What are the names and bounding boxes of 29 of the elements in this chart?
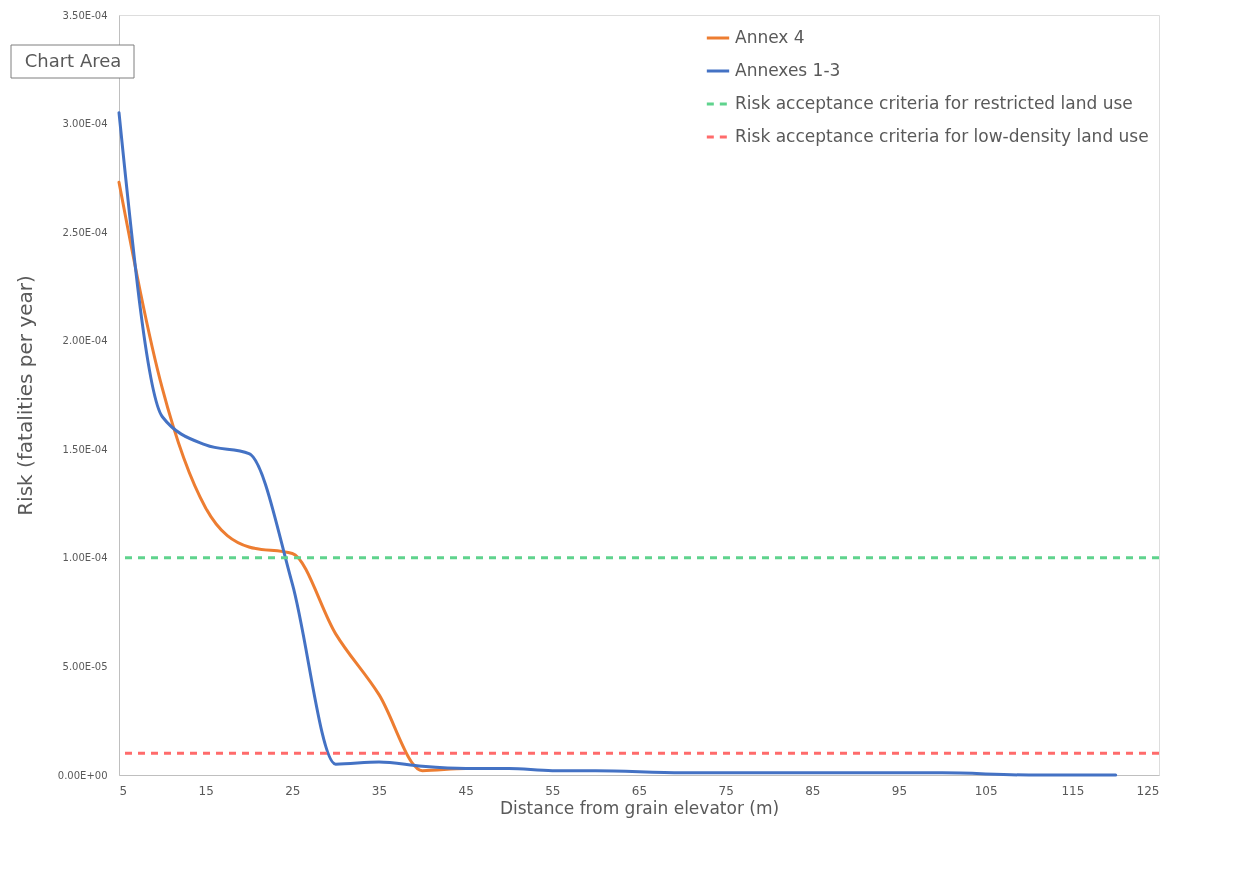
x-tick-label: 65 bbox=[631, 783, 648, 798]
y-tick-label: 2.50E-04 bbox=[62, 226, 108, 238]
x-tick-label: 15 bbox=[198, 783, 214, 798]
x-tick-label: 105 bbox=[974, 783, 998, 798]
annotation: Chart Area bbox=[24, 50, 122, 71]
legend-label: Annexes 1-3 bbox=[735, 60, 841, 80]
x-tick-label: 55 bbox=[545, 783, 561, 798]
x-tick-label: 85 bbox=[805, 783, 821, 798]
legend-label: Risk acceptance criteria for restricted land use bbox=[735, 93, 1133, 113]
x-tick-label: 115 bbox=[1061, 783, 1085, 798]
legend-label: Risk acceptance criteria for low-density land use bbox=[735, 126, 1149, 146]
y-tick-label: 3.50E-04 bbox=[62, 9, 108, 21]
y-tick-label: 3.00E-04 bbox=[62, 118, 108, 130]
x-tick-label: 95 bbox=[891, 783, 908, 798]
x-tick-label: 25 bbox=[285, 783, 301, 798]
x-tick-label: 75 bbox=[718, 783, 734, 798]
x-tick-label: 5 bbox=[119, 783, 128, 798]
y-axis-title: Risk (fatalities per year) bbox=[12, 275, 37, 516]
x-tick-label: 35 bbox=[371, 783, 388, 798]
y-tick-label: 0.00E+00 bbox=[57, 769, 108, 781]
y-tick-label: 5.00E-05 bbox=[62, 660, 108, 672]
y-tick-label: 1.00E-04 bbox=[62, 552, 108, 564]
legend-label: Annex 4 bbox=[735, 27, 805, 47]
x-axis-title: Distance from grain elevator (m) bbox=[499, 797, 780, 818]
x-tick-label: 125 bbox=[1136, 783, 1160, 798]
y-tick-label: 2.00E-04 bbox=[62, 335, 108, 347]
x-tick-label: 45 bbox=[458, 783, 474, 798]
y-tick-label: 1.50E-04 bbox=[62, 443, 108, 455]
line-series bbox=[117, 111, 1118, 777]
